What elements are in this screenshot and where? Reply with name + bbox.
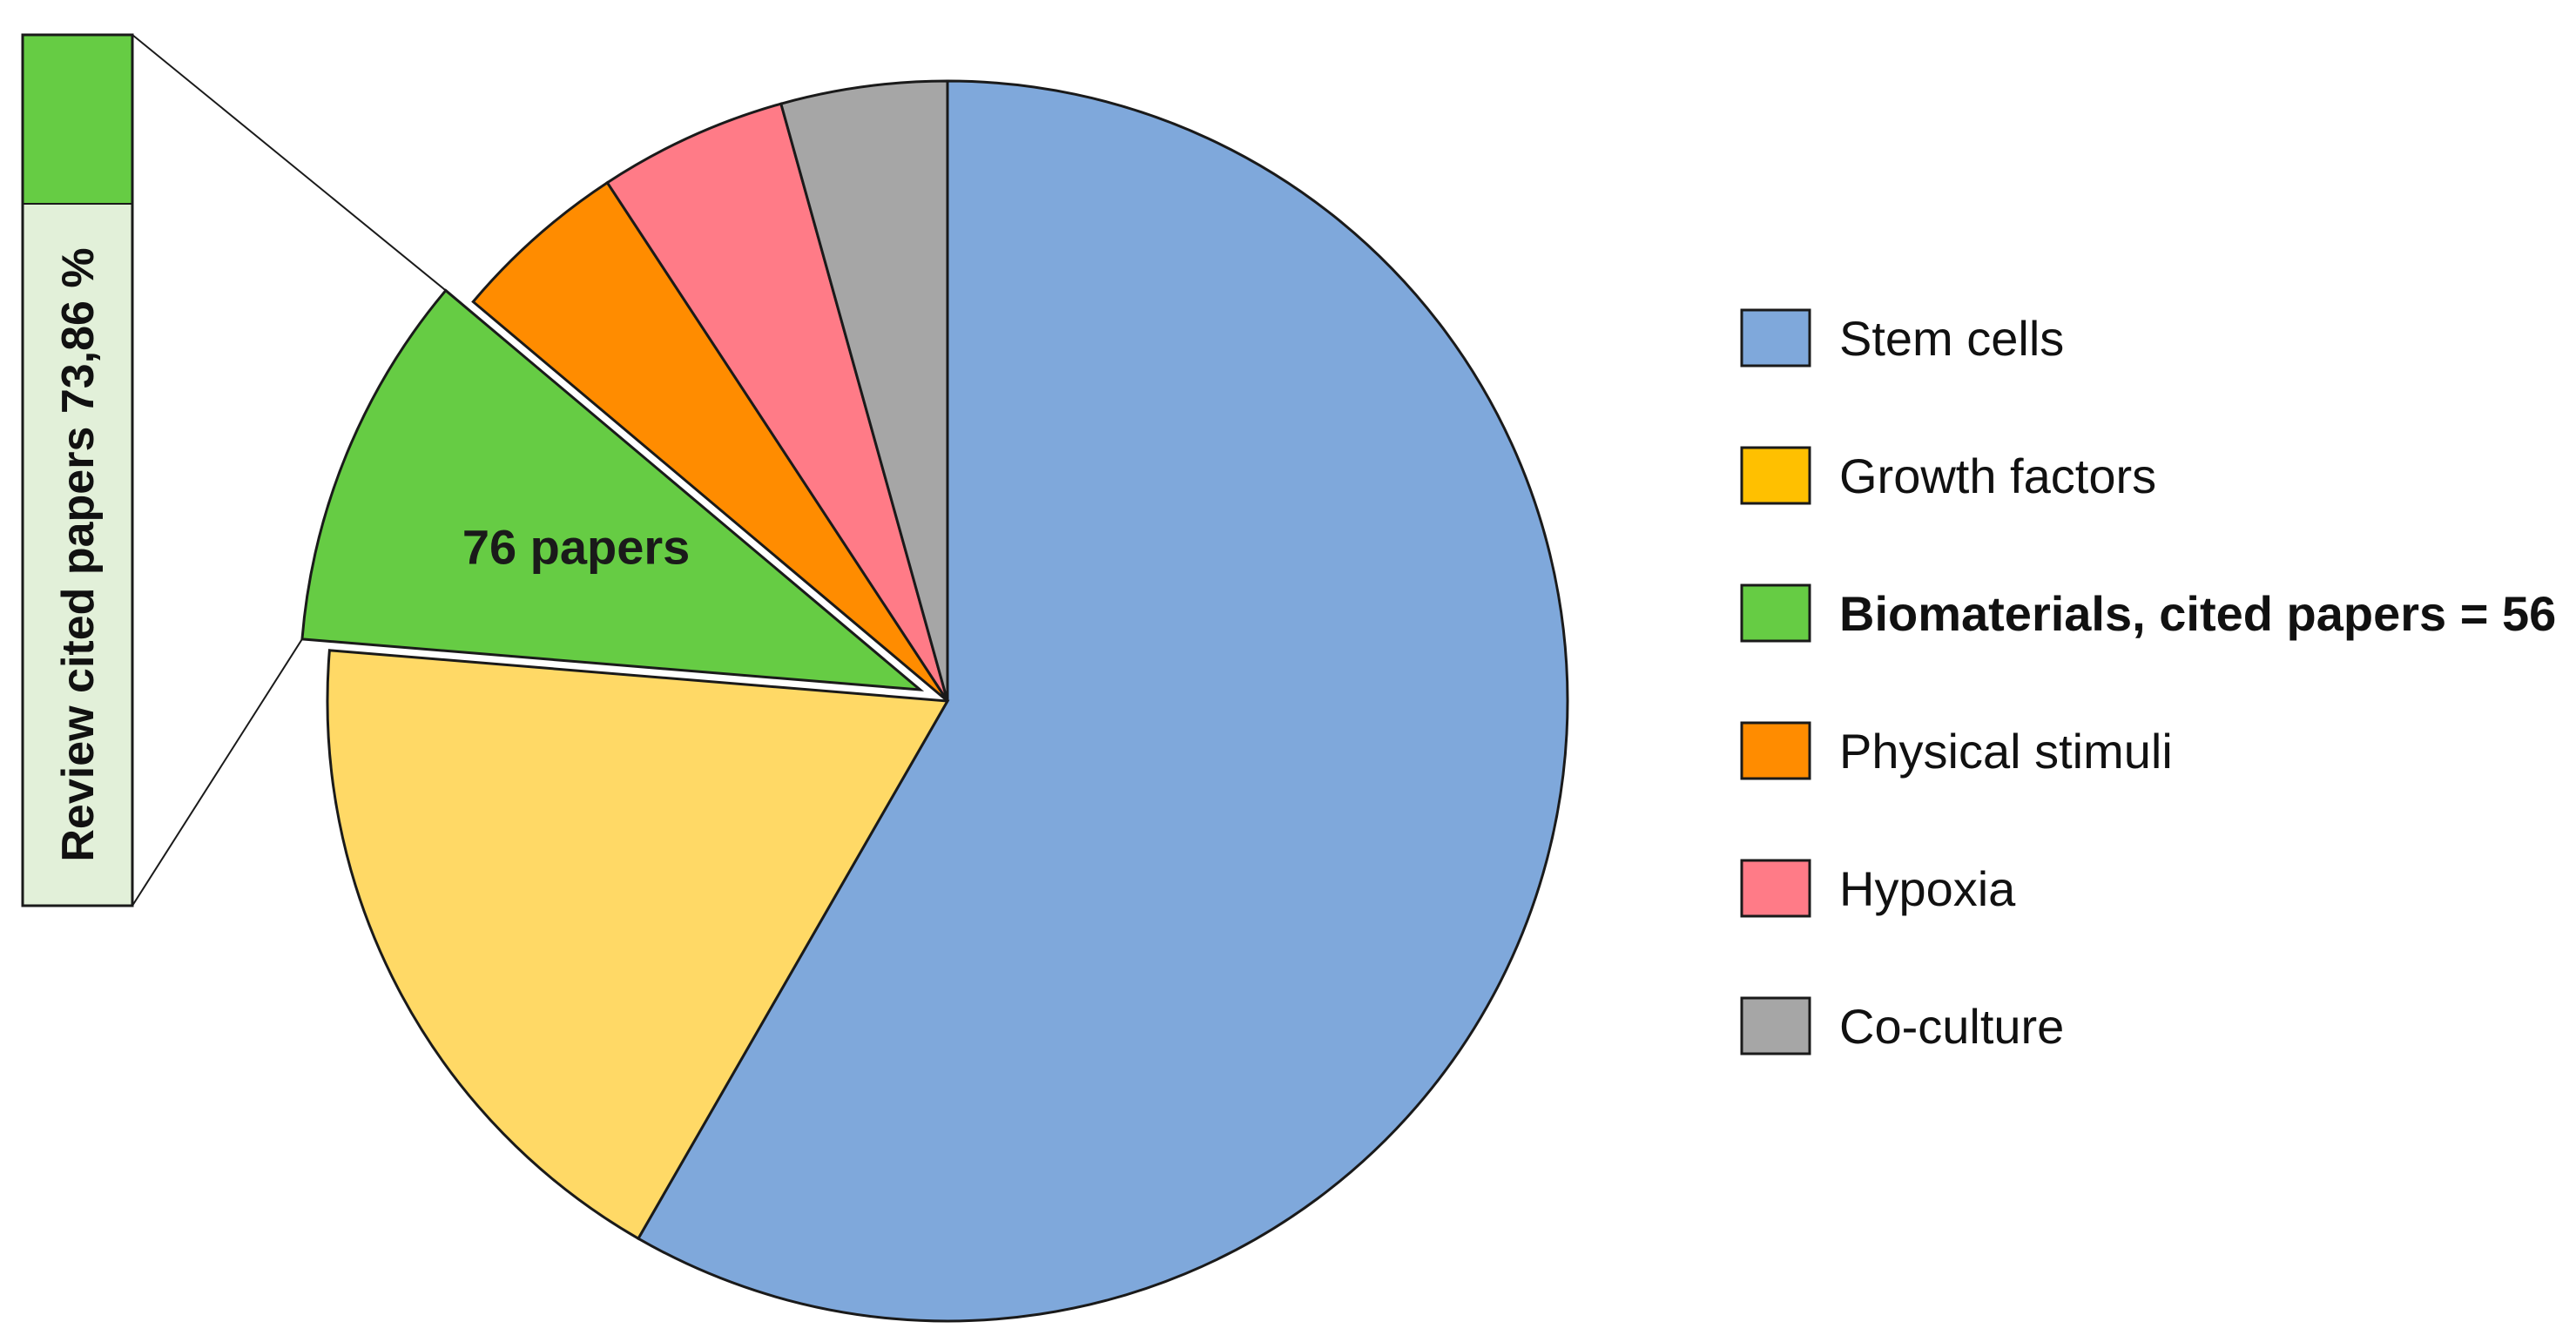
pie-slice-stem-cells <box>636 79 1569 1323</box>
pie-slice-physical-stimuli <box>471 180 949 703</box>
legend-swatch <box>1740 721 1811 780</box>
bar-outline <box>21 33 134 907</box>
legend-swatch <box>1740 308 1811 368</box>
legend-label: Co-culture <box>1839 999 2064 1054</box>
connector-line-top <box>131 34 447 292</box>
connector-line-bottom <box>131 638 303 907</box>
pie-slice-biomaterials <box>300 288 925 691</box>
legend-swatch <box>1740 859 1811 918</box>
legend: Stem cells Growth factors Biomaterials, ci… <box>1740 308 2556 1055</box>
legend-swatch <box>1740 996 1811 1055</box>
legend-label: Biomaterials, cited papers = 56 <box>1839 586 2556 641</box>
connector-lines <box>131 34 447 907</box>
pie-slice-growth-factors <box>326 649 950 1241</box>
bar-fill-segment <box>23 35 132 204</box>
slice-data-label: 76 papers <box>462 519 691 574</box>
pie-slice-hypoxia <box>605 102 949 702</box>
legend-swatch <box>1740 583 1811 643</box>
legend-label: Physical stimuli <box>1839 724 2173 779</box>
bar-label: Review cited papers 73,86 % <box>53 247 104 861</box>
pie-slices <box>300 79 1569 1323</box>
pie-slice-co-culture <box>779 79 949 702</box>
legend-swatch <box>1740 446 1811 505</box>
legend-label: Stem cells <box>1839 311 2064 366</box>
review-cited-papers-bar: Review cited papers 73,86 % <box>21 33 134 907</box>
legend-label: Hypoxia <box>1839 861 2016 916</box>
legend-label: Growth factors <box>1839 448 2156 503</box>
